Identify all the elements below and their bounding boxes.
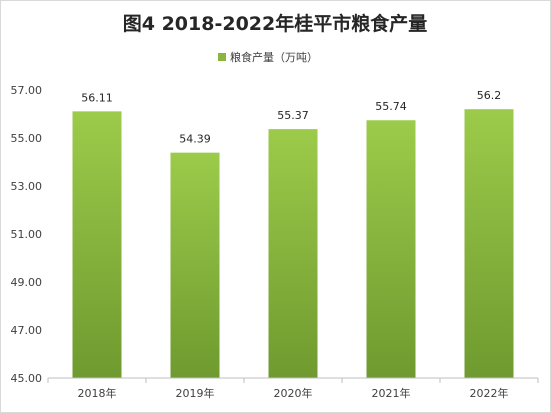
bars-group bbox=[72, 109, 514, 379]
x-tick-label: 2018年 bbox=[78, 386, 117, 400]
bar-value-label: 56.11 bbox=[81, 91, 113, 104]
y-tick-label: 57.00 bbox=[11, 84, 43, 97]
bar bbox=[464, 109, 514, 378]
bar-value-label: 54.39 bbox=[179, 133, 211, 146]
x-tick-label: 2022年 bbox=[470, 386, 509, 400]
y-tick-label: 49.00 bbox=[11, 276, 43, 289]
x-tick-label: 2021年 bbox=[372, 386, 411, 400]
bar-value-label: 56.2 bbox=[477, 89, 502, 102]
y-tick-label: 53.00 bbox=[11, 180, 43, 193]
y-tick-label: 45.00 bbox=[11, 372, 43, 385]
bar-value-label: 55.37 bbox=[277, 109, 309, 122]
legend-swatch bbox=[218, 53, 226, 61]
bar bbox=[72, 111, 122, 379]
x-tick-label: 2019年 bbox=[176, 386, 215, 400]
bar-value-label: 55.74 bbox=[375, 100, 407, 113]
legend: 粮食产量（万吨） bbox=[218, 50, 318, 64]
bar bbox=[170, 152, 220, 378]
y-tick-label: 55.00 bbox=[11, 132, 43, 145]
x-axis: 2018年 2019年 2020年 2021年 2022年 bbox=[47, 377, 539, 400]
chart-title: 图4 2018-2022年桂平市粮食产量 bbox=[123, 12, 427, 35]
y-tick-label: 47.00 bbox=[11, 324, 43, 337]
legend-label: 粮食产量（万吨） bbox=[230, 50, 318, 64]
x-tick-label: 2020年 bbox=[274, 386, 313, 400]
y-tick-label: 51.00 bbox=[11, 228, 43, 241]
bar-labels-group: 56.11 54.39 55.37 55.74 56.2 bbox=[81, 89, 501, 145]
bar bbox=[268, 129, 318, 378]
y-axis: 45.00 47.00 49.00 51.00 53.00 55.00 57.00 bbox=[11, 84, 43, 385]
bar bbox=[366, 120, 416, 379]
